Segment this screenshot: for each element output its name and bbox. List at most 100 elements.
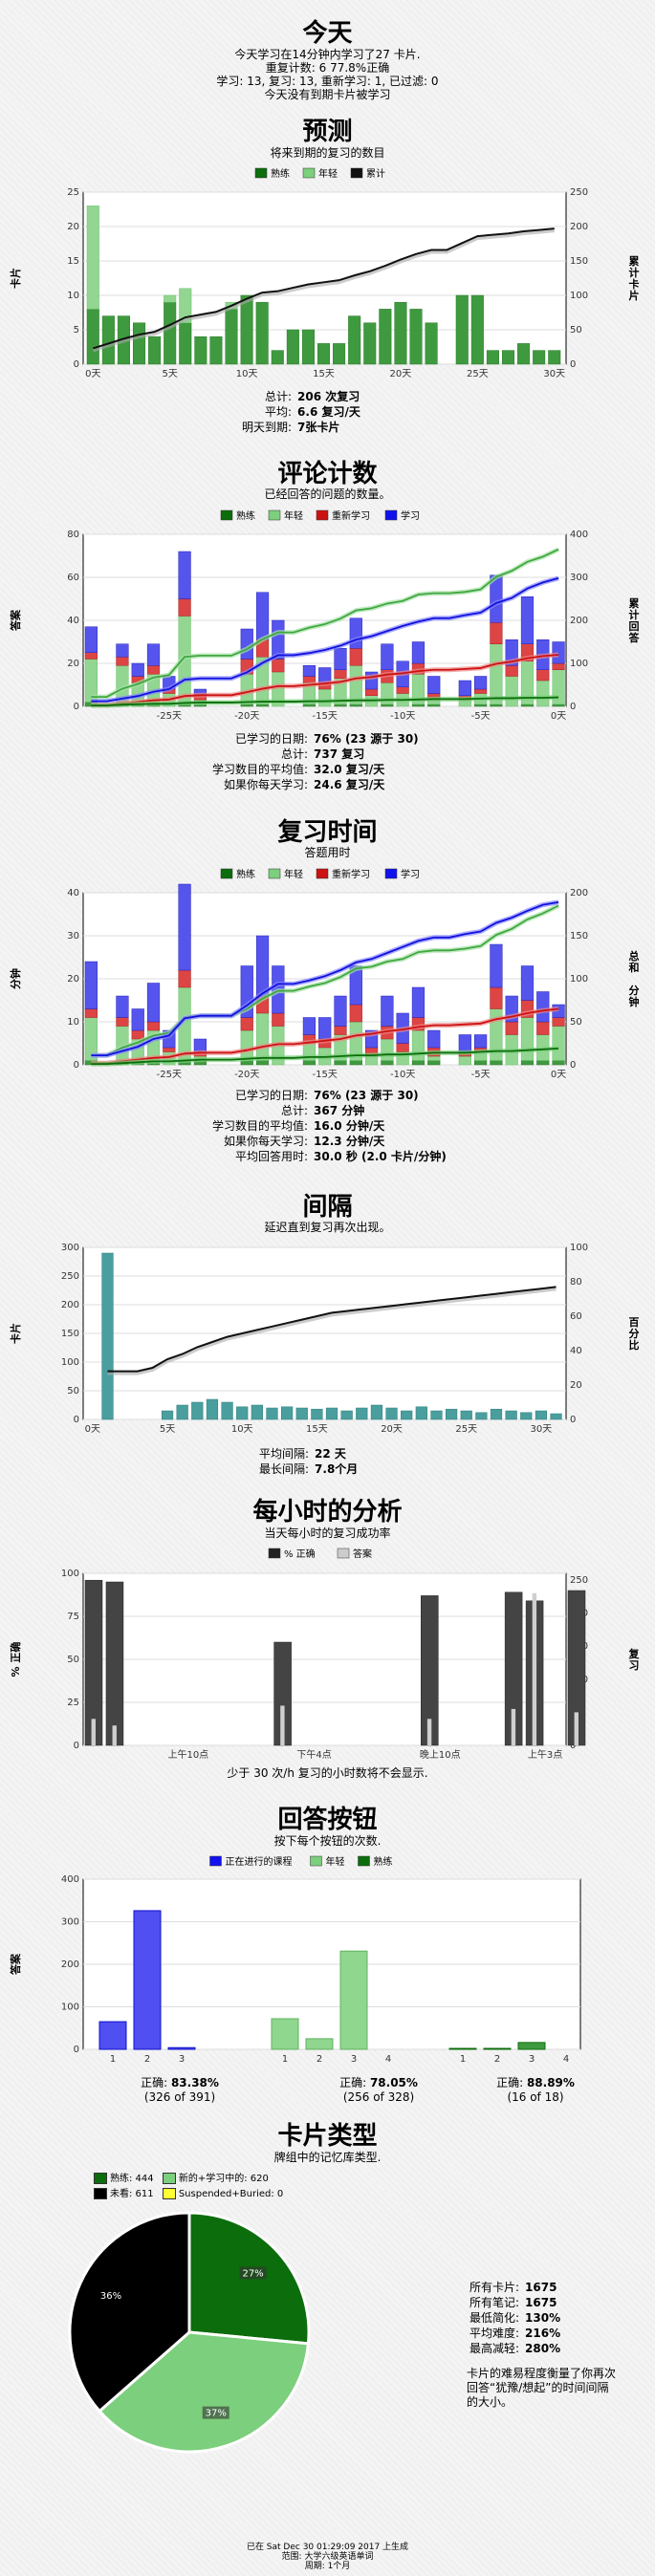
- time-bar: [334, 1026, 347, 1035]
- time-y2label: 和: [629, 961, 640, 974]
- time-bar: [318, 1017, 332, 1040]
- time-bar: [520, 1017, 535, 1061]
- legend-swatch-mature: [94, 2173, 107, 2184]
- answers-xtick: 4: [563, 2054, 569, 2065]
- time-legend-label: 熟练: [236, 868, 255, 880]
- forecast-bar: [255, 301, 269, 365]
- time-legend: 熟练 年轻 重新学习 学习: [220, 868, 420, 880]
- time-stat-value: 16.0 分钟/天: [314, 1119, 385, 1133]
- time-bar: [334, 995, 347, 1027]
- hourly-ytick: 50: [67, 1655, 79, 1665]
- time-bar: [520, 965, 535, 1001]
- time-cumulative-line: [91, 901, 559, 1056]
- forecast-ytick: 10: [67, 291, 79, 301]
- time-bar: [490, 986, 503, 1009]
- reviews-legend-label: 年轻: [284, 509, 303, 522]
- answers-chart: 正在进行的课程 年轻 熟练 0 100 200 300 400 答案 1 2 3 1 2 3 4 1 2 3 4: [9, 1855, 581, 2065]
- intervals-y2tick: 0: [570, 1415, 576, 1425]
- intervals-bar: [176, 1404, 188, 1420]
- forecast-ytick: 25: [67, 187, 79, 198]
- cards-pie-label-bg: [239, 2266, 267, 2280]
- reviews-bar: [520, 704, 535, 707]
- time-bar: [240, 1029, 253, 1061]
- time-ylabel: 分钟: [9, 968, 22, 989]
- reviews-subtitle: 已经回答的问题的数量。: [264, 487, 391, 501]
- reviews-ytick: 20: [67, 659, 79, 669]
- intervals-y2tick: 40: [570, 1346, 582, 1356]
- hourly-legend-swatch: [337, 1548, 350, 1559]
- forecast-bar: [301, 329, 315, 365]
- intervals-bar: [490, 1408, 503, 1420]
- time-bar: [334, 1060, 347, 1066]
- reviews-ytick: 40: [67, 616, 79, 626]
- reviews-bar: [272, 659, 285, 673]
- reviews-bar: [302, 676, 317, 683]
- cards-stat-key: 最高减轻:: [469, 2342, 520, 2355]
- time-bar: [255, 1012, 270, 1061]
- reviews-ytick: 60: [67, 573, 79, 583]
- time-bar: [349, 1060, 362, 1066]
- footer-period: 周期: 1个月: [304, 2562, 351, 2571]
- reviews-bar: [84, 626, 98, 653]
- intervals-stat-value: 22 天: [315, 1447, 346, 1461]
- cards-pie-slice: [68, 2211, 191, 2414]
- forecast-xtick: 5天: [162, 369, 177, 379]
- intervals-stat-key: 最长间隔:: [259, 1462, 310, 1476]
- hourly-answer-bar: [280, 1705, 285, 1745]
- forecast-ytick: 20: [67, 222, 79, 232]
- intervals-chart: 0 50 100 150 200 250 300 0 20 40 60 80 100 卡片 百分比 0天 5天 1…: [9, 1243, 640, 1435]
- reviews-bar: [302, 704, 317, 707]
- reviews-bar: [178, 598, 191, 617]
- reviews-cumulative-line: [91, 696, 559, 706]
- forecast-xtick: 15天: [313, 369, 335, 379]
- reviews-bar: [536, 669, 550, 682]
- intervals-line-shadow: [107, 1287, 557, 1375]
- reviews-cumulative-line: [91, 577, 559, 703]
- today-title: 今天: [302, 19, 353, 48]
- reviews-stat-row: 已学习的日期: 76% (23 源于 30): [209, 731, 422, 747]
- answers-xtick: 1: [460, 2054, 466, 2065]
- forecast-y2tick: 50: [570, 325, 582, 336]
- answers-legend-label: 熟练: [374, 1855, 393, 1868]
- reviews-bar: [505, 676, 518, 707]
- reviews-y2tick: 300: [570, 573, 588, 583]
- forecast-bar: [194, 336, 207, 365]
- intervals-bar: [221, 1401, 233, 1420]
- reviews-bar: [427, 676, 441, 694]
- forecast-bar: [179, 322, 192, 365]
- hourly-legend: % 正确 答案: [268, 1548, 372, 1560]
- hourly-legend-label: 答案: [353, 1548, 372, 1560]
- answers-ylabel: 答案: [9, 1953, 22, 1975]
- time-y2tick: 150: [570, 931, 588, 942]
- time-chart: 熟练 年轻 重新学习 学习 0 10 20 30 40 0 50 100 150 200 分钟 总和 分钟 -2…: [9, 868, 640, 1080]
- reviews-bar: [146, 643, 161, 666]
- hourly-subtitle: 当天每小时的复习成功率: [264, 1526, 391, 1540]
- reviews-bar: [318, 688, 332, 707]
- intervals-bar: [401, 1410, 413, 1420]
- time-bar: [427, 1029, 441, 1049]
- forecast-bar: [379, 309, 392, 365]
- time-bar: [116, 1026, 129, 1061]
- intervals-bar: [161, 1410, 174, 1420]
- intervals-ytick: 0: [74, 1415, 79, 1425]
- time-bar: [302, 1017, 317, 1035]
- cards-pie-label: 36%: [100, 2291, 121, 2302]
- forecast-legend: 熟练 年轻 累计: [254, 167, 385, 180]
- today-line-2: 重复计数: 6 77.8%正确: [265, 61, 390, 75]
- time-bar: [84, 1008, 98, 1018]
- forecast-xtick: 25天: [467, 369, 489, 379]
- reviews-y2label: 计: [629, 608, 640, 621]
- hourly-xtick: 上午10点: [167, 1748, 208, 1761]
- today-line-4: 今天没有到期卡片被学习: [264, 88, 391, 101]
- forecast-bar: [101, 315, 115, 365]
- answers-xtick: 3: [179, 2054, 185, 2065]
- reviews-stat-value: 24.6 复习/天: [314, 778, 385, 791]
- answers-subtitle: 按下每个按钮的次数.: [273, 1834, 382, 1848]
- reviews-bar: [349, 704, 362, 707]
- forecast-xtick: 30天: [543, 369, 565, 379]
- time-ytick: 40: [67, 888, 79, 898]
- forecast-stat-value: 206 次复习: [297, 390, 360, 403]
- forecast-stat-value: 7张卡片: [297, 421, 340, 434]
- cards-stat-row: 所有笔记: 1675: [467, 2295, 563, 2310]
